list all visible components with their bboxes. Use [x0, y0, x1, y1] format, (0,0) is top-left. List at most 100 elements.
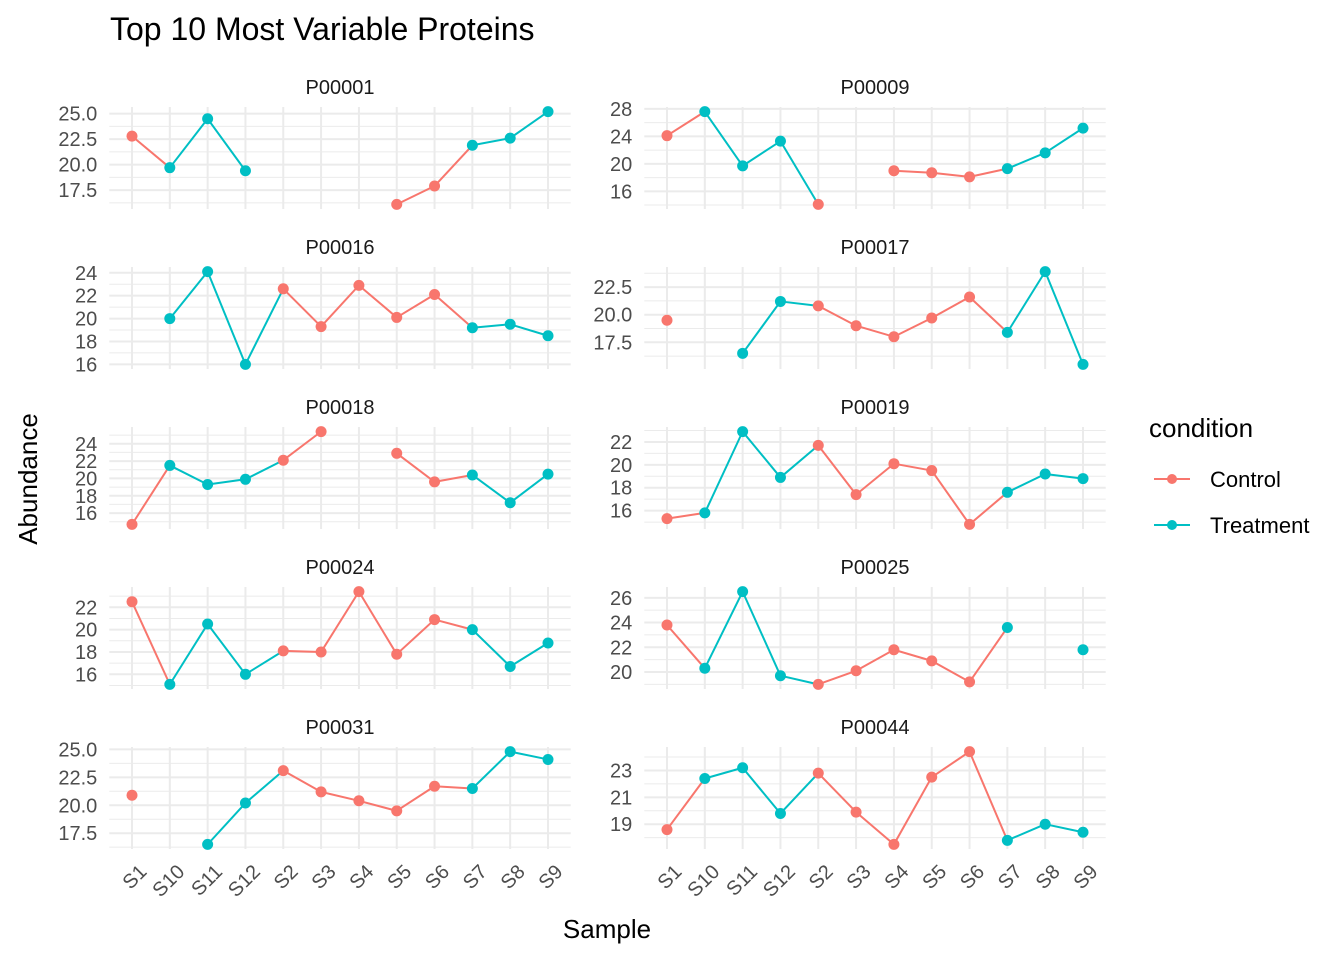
y-axis-label: Abundance — [13, 413, 43, 545]
data-point-S1 — [126, 596, 138, 608]
x-tick-label: S1 — [119, 861, 152, 894]
series-segment — [817, 304, 857, 327]
y-tick-label: 16 — [610, 181, 632, 203]
series-segment — [666, 624, 706, 669]
x-tick-label: S5 — [383, 861, 416, 894]
panel-title: P00009 — [841, 77, 910, 99]
data-point-S12 — [239, 797, 251, 809]
series-segment — [396, 293, 436, 319]
series-segment — [779, 140, 820, 205]
data-point-S7 — [466, 624, 478, 636]
x-tick-label: S2 — [270, 861, 303, 894]
y-tick-label: 20.0 — [58, 795, 97, 817]
series-segment — [666, 511, 705, 520]
data-point-S2 — [812, 198, 824, 210]
data-point-S8 — [1039, 266, 1051, 278]
data-point-S10 — [164, 459, 176, 471]
data-point-S11 — [737, 426, 749, 438]
series-segment — [434, 785, 473, 790]
series-segment — [471, 474, 511, 504]
series-segment — [206, 271, 247, 365]
data-point-S6 — [964, 746, 976, 758]
data-point-S6 — [429, 180, 441, 192]
data-point-S7 — [466, 469, 478, 481]
series-segment — [931, 750, 971, 778]
x-tick-label: S12 — [224, 861, 265, 902]
series-segment — [742, 140, 781, 167]
series-segment — [855, 811, 895, 846]
series-segment — [1006, 473, 1046, 494]
data-point-S11 — [202, 266, 214, 278]
y-tick-label: 19 — [610, 814, 632, 836]
y-tick-label: 22 — [610, 432, 632, 454]
data-point-S12 — [774, 670, 786, 682]
series-segment — [471, 750, 511, 790]
series-segment — [704, 766, 743, 780]
y-tick-label: 20 — [610, 154, 632, 176]
series-segment — [779, 444, 819, 479]
x-tick-label: S8 — [497, 861, 530, 894]
series-segment — [282, 430, 322, 462]
series-segment — [703, 431, 744, 514]
data-point-S3 — [850, 806, 862, 818]
y-tick-label: 17.5 — [58, 180, 97, 202]
series-segment — [131, 135, 171, 169]
data-point-S7 — [1001, 621, 1013, 633]
data-point-S8 — [1039, 147, 1051, 159]
series-segment — [206, 118, 247, 172]
data-point-S2 — [277, 765, 289, 777]
data-point-S6 — [429, 780, 441, 792]
series-segment — [509, 110, 549, 139]
data-point-S11 — [737, 347, 749, 359]
data-point-S4 — [888, 644, 900, 656]
series-segment — [779, 772, 819, 815]
data-point-S7 — [1001, 326, 1013, 338]
data-point-S5 — [926, 312, 938, 324]
data-point-S9 — [1077, 358, 1089, 370]
data-point-S12 — [774, 471, 786, 483]
x-tick-label: S10 — [684, 861, 725, 902]
legend-item-treatment: Treatment — [1154, 513, 1309, 538]
data-point-S7 — [1001, 834, 1013, 846]
series-segment — [930, 469, 971, 525]
data-point-S2 — [277, 645, 289, 657]
series-segment — [168, 623, 209, 685]
panel-P00017: P00017 17.5 20.0 22.5 — [593, 237, 1106, 370]
data-point-S11 — [737, 586, 749, 598]
data-point-S4 — [888, 458, 900, 470]
panel-title: P00044 — [841, 717, 910, 739]
series-segment — [396, 785, 436, 812]
series-segment — [169, 464, 209, 486]
series-segment — [472, 323, 511, 329]
series-segment — [358, 591, 398, 655]
series-segment — [509, 750, 549, 761]
data-point-S11 — [737, 160, 749, 172]
series-segment — [434, 618, 473, 631]
y-tick-label: 23 — [610, 760, 632, 782]
data-point-S12 — [239, 165, 251, 177]
series-segment — [817, 669, 857, 686]
data-point-S9 — [542, 468, 554, 480]
x-tick-label: S11 — [187, 861, 227, 901]
data-point-S9 — [1077, 122, 1089, 134]
series-segment — [433, 293, 474, 329]
data-point-S8 — [504, 318, 516, 330]
data-point-S6 — [429, 476, 441, 488]
series-segment — [169, 118, 209, 169]
x-tick-label: S12 — [759, 861, 800, 902]
x-tick-label: S9 — [1070, 861, 1103, 894]
panel-title: P00025 — [841, 557, 910, 579]
data-point-S7 — [466, 322, 478, 334]
data-point-S1 — [126, 130, 138, 142]
data-point-S6 — [964, 518, 976, 530]
data-point-S8 — [504, 660, 516, 672]
panel-title: P00019 — [841, 397, 910, 419]
chart-title: Top 10 Most Variable Proteins — [110, 11, 535, 47]
series-segment — [320, 790, 360, 802]
y-tick-label: 17.5 — [58, 823, 97, 845]
